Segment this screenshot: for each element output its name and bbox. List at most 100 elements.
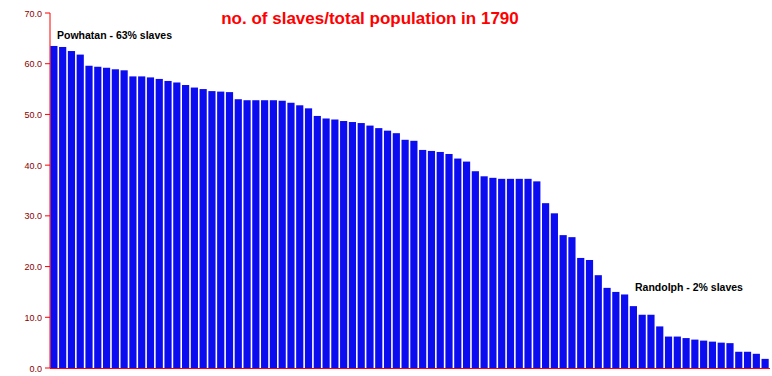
bar [437, 152, 444, 368]
bar [542, 203, 549, 368]
bar [85, 66, 92, 368]
bar [410, 141, 417, 368]
bar [647, 315, 654, 368]
y-axis [50, 13, 51, 368]
bar [507, 179, 514, 368]
bar [674, 337, 681, 368]
bar [331, 120, 338, 369]
bar [208, 91, 215, 368]
bar [753, 354, 760, 368]
bar [366, 126, 373, 368]
bar [612, 292, 619, 368]
y-tick-label: 10.0 [24, 313, 42, 323]
bar [112, 69, 119, 368]
bar [68, 51, 75, 368]
y-tick-label: 50.0 [24, 110, 42, 120]
y-tick-label: 0.0 [29, 364, 42, 374]
bar [200, 89, 207, 368]
bars [50, 46, 768, 368]
bar [243, 100, 250, 368]
bar [735, 352, 742, 368]
bar [516, 179, 523, 368]
bar [384, 131, 391, 368]
bar [621, 294, 628, 368]
y-tick-label: 60.0 [24, 59, 42, 69]
y-tick-label: 40.0 [24, 161, 42, 171]
bar [524, 179, 531, 368]
bar [50, 46, 57, 368]
bar [481, 176, 488, 368]
bar [533, 181, 540, 368]
bar [726, 343, 733, 368]
bar [454, 159, 461, 368]
bar [147, 77, 154, 368]
bar [656, 326, 663, 368]
bar [305, 108, 312, 368]
bar [718, 343, 725, 368]
bar [156, 79, 163, 368]
bar [173, 82, 180, 368]
bar [103, 68, 110, 368]
y-tick-label: 30.0 [24, 211, 42, 221]
chart: no. of slaves/total population in 1790 0.… [0, 0, 772, 376]
bar [709, 342, 716, 368]
y-tick [45, 114, 50, 115]
y-tick [45, 317, 50, 318]
bar [691, 340, 698, 368]
bar [762, 359, 769, 368]
bar [630, 306, 637, 368]
bar [129, 76, 136, 368]
bar [568, 237, 575, 368]
annotation: Powhatan - 63% slaves [57, 29, 172, 41]
bar [375, 128, 382, 368]
bar [419, 150, 426, 368]
bar [138, 76, 145, 368]
bar [639, 315, 646, 368]
y-tick [45, 368, 50, 369]
bar [428, 151, 435, 368]
bar [261, 100, 268, 368]
bar [472, 171, 479, 368]
bar [235, 99, 242, 368]
bar [402, 140, 409, 368]
bar [314, 116, 321, 368]
x-axis [50, 368, 770, 369]
bar [296, 105, 303, 368]
bar [191, 88, 198, 368]
bar [445, 154, 452, 368]
bar [551, 213, 558, 368]
bar [595, 275, 602, 368]
bar [252, 100, 259, 368]
y-tick-label: 20.0 [24, 262, 42, 272]
bar [463, 162, 470, 368]
bar [349, 122, 356, 368]
y-tick [45, 165, 50, 166]
bar [700, 341, 707, 368]
bar [358, 123, 365, 368]
bar [270, 100, 277, 368]
bar [164, 81, 171, 368]
bar [577, 258, 584, 368]
bar [586, 260, 593, 368]
y-tick [45, 215, 50, 216]
y-tick [45, 63, 50, 64]
bar [182, 85, 189, 368]
bar [322, 118, 329, 368]
bar [77, 55, 84, 368]
bar [217, 92, 224, 368]
bar [121, 70, 128, 368]
title: no. of slaves/total population in 1790 [221, 9, 519, 28]
bar [393, 133, 400, 368]
bar [340, 121, 347, 368]
bar [489, 178, 496, 368]
bar [665, 337, 672, 368]
bar [560, 235, 567, 368]
bar [744, 352, 751, 368]
annotation: Randolph - 2% slaves [635, 281, 743, 293]
bar [59, 47, 66, 368]
y-tick [45, 13, 50, 14]
bar [682, 338, 689, 368]
bar [94, 67, 101, 368]
bar [226, 92, 233, 368]
y-tick-label: 70.0 [24, 9, 42, 19]
